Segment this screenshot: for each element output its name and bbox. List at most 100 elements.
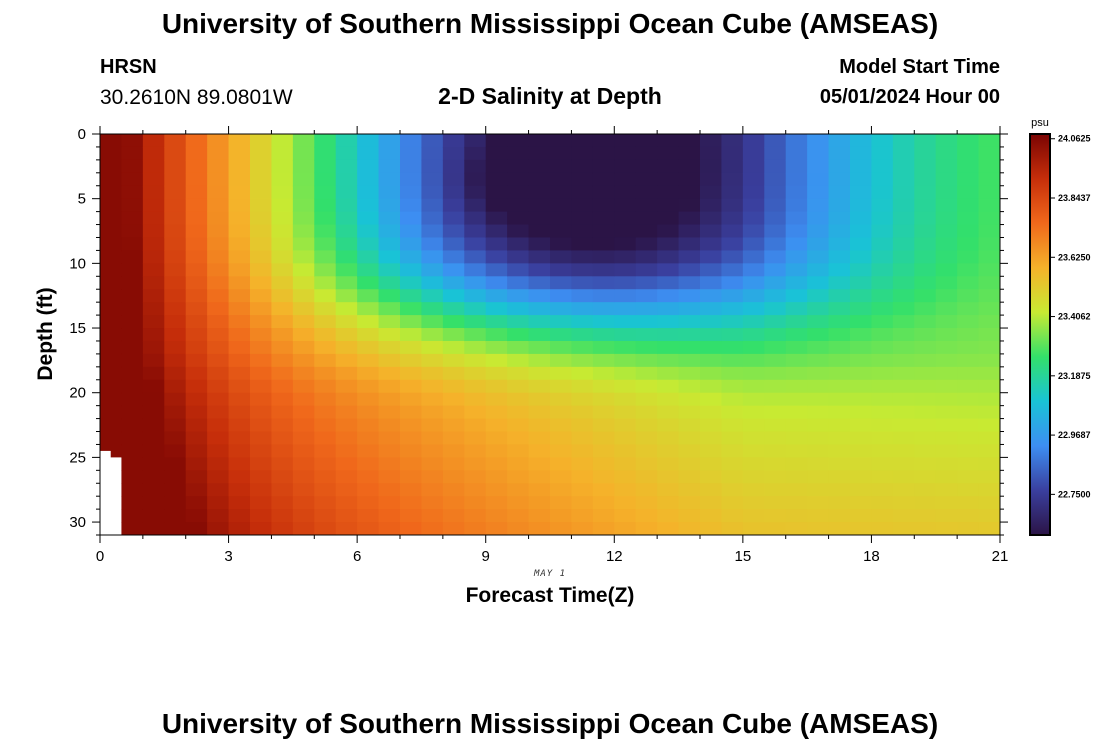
heatmap-cell xyxy=(721,444,744,458)
heatmap-cell xyxy=(464,198,487,213)
heatmap-cell xyxy=(678,289,701,303)
heatmap-cell xyxy=(657,509,680,523)
heatmap-cell xyxy=(357,328,380,342)
heatmap-cell xyxy=(164,444,187,458)
colorbar-tick-label: 23.1875 xyxy=(1058,371,1091,381)
heatmap-cell xyxy=(228,392,251,407)
heatmap-cell xyxy=(400,522,423,535)
heatmap-cell xyxy=(935,159,958,174)
heatmap-cell xyxy=(935,237,958,252)
heatmap-cell xyxy=(507,509,530,523)
heatmap-cell xyxy=(292,263,315,277)
heatmap-cell xyxy=(485,340,508,355)
heatmap-cell xyxy=(421,146,444,161)
heatmap-cell xyxy=(550,302,573,316)
heatmap-cell xyxy=(335,146,358,161)
heatmap-cell xyxy=(121,134,144,148)
heatmap-cell xyxy=(785,198,808,213)
heatmap-cell xyxy=(571,250,594,264)
heatmap-cell xyxy=(271,522,294,535)
heatmap-cell xyxy=(957,328,980,342)
heatmap-cell xyxy=(592,237,615,252)
heatmap-cell xyxy=(850,483,873,497)
heatmap-cell xyxy=(228,431,251,446)
heatmap-cell xyxy=(442,315,465,329)
heatmap-cell xyxy=(485,444,508,458)
heatmap-cell xyxy=(292,522,315,535)
heatmap-cell xyxy=(871,457,894,471)
heatmap-cell xyxy=(850,470,873,484)
heatmap-cell xyxy=(164,185,187,200)
heatmap-cell xyxy=(464,172,487,187)
heatmap-cell xyxy=(571,185,594,200)
heatmap-cell xyxy=(142,276,165,290)
heatmap-cell xyxy=(592,289,615,303)
heatmap-cell xyxy=(507,134,530,148)
heatmap-cell xyxy=(678,418,701,433)
heatmap-cell xyxy=(678,496,701,510)
heatmap-cell xyxy=(292,146,315,161)
heatmap-cell xyxy=(228,340,251,355)
heatmap-cell xyxy=(828,366,851,381)
heatmap-cell xyxy=(935,146,958,161)
heatmap-cell xyxy=(785,237,808,252)
heatmap-cell xyxy=(507,289,530,303)
heatmap-cell xyxy=(700,353,723,368)
heatmap-cell xyxy=(592,211,615,226)
heatmap-cell xyxy=(571,379,594,394)
heatmap-cell xyxy=(914,328,937,342)
heatmap-cell xyxy=(978,328,1000,342)
heatmap-cell xyxy=(100,263,123,277)
heatmap-cell xyxy=(271,134,294,148)
heatmap-cell xyxy=(271,509,294,523)
heatmap-cell xyxy=(250,289,273,303)
heatmap-cell xyxy=(100,418,123,433)
heatmap-cell xyxy=(400,353,423,368)
heatmap-cell xyxy=(185,211,208,226)
heatmap-cell xyxy=(121,302,144,316)
heatmap-cell xyxy=(614,470,637,484)
heatmap-cell xyxy=(507,276,530,290)
heatmap-cell xyxy=(892,379,915,394)
heatmap-cell xyxy=(507,263,530,277)
heatmap-cell xyxy=(121,405,144,420)
heatmap-cell xyxy=(185,134,208,148)
heatmap-cell xyxy=(442,276,465,290)
heatmap-cell xyxy=(528,379,551,394)
heatmap-cell xyxy=(421,328,444,342)
heatmap-cell xyxy=(164,134,187,148)
heatmap-cell xyxy=(185,224,208,239)
heatmap-cell xyxy=(828,522,851,535)
heatmap-cell xyxy=(228,353,251,368)
heatmap-cell xyxy=(614,483,637,497)
heatmap-cell xyxy=(892,418,915,433)
heatmap-cell xyxy=(785,379,808,394)
heatmap-cell xyxy=(914,289,937,303)
heatmap-cell xyxy=(185,392,208,407)
heatmap-cell xyxy=(614,315,637,329)
heatmap-cell xyxy=(357,237,380,252)
heatmap-cell xyxy=(442,237,465,252)
heatmap-cell xyxy=(785,263,808,277)
heatmap-cell xyxy=(892,134,915,148)
heatmap-cell xyxy=(892,392,915,407)
heatmap-cell xyxy=(742,250,765,264)
heatmap-cell xyxy=(207,134,230,148)
heatmap-cell xyxy=(957,159,980,174)
heatmap-cell xyxy=(250,418,273,433)
heatmap-cell xyxy=(614,263,637,277)
heatmap-cell xyxy=(507,172,530,187)
heatmap-cell xyxy=(957,483,980,497)
heatmap-cell xyxy=(207,457,230,471)
heatmap-cell xyxy=(657,483,680,497)
heatmap-cell xyxy=(314,263,337,277)
heatmap-cell xyxy=(442,444,465,458)
heatmap-cell xyxy=(507,379,530,394)
heatmap-cell xyxy=(464,444,487,458)
colorbar-tick-label: 23.4062 xyxy=(1058,312,1091,322)
heatmap-cell xyxy=(700,405,723,420)
heatmap-cell xyxy=(807,276,830,290)
heatmap-cell xyxy=(250,237,273,252)
heatmap-cell xyxy=(635,315,658,329)
